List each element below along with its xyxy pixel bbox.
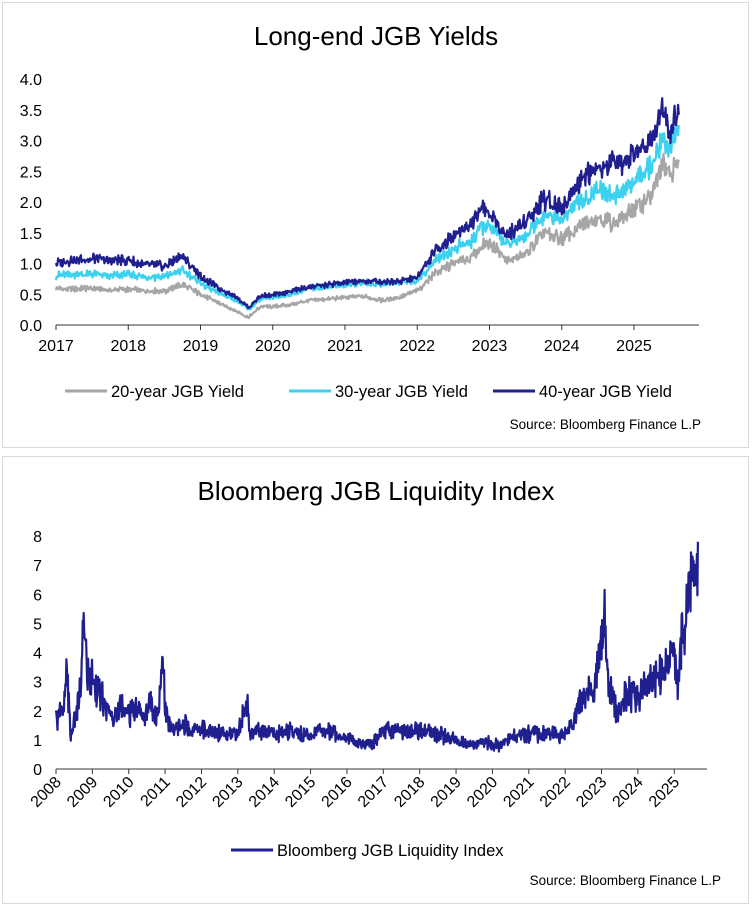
yields-source-note: Source: Bloomberg Finance L.P — [510, 417, 701, 432]
x-tick-label: 2019 — [428, 774, 465, 811]
liquidity-chart-panel: Bloomberg JGB Liquidity Index 0 1 2 3 4 5 6 7 8 2… — [2, 456, 749, 904]
x-tick-label: 2025 — [616, 338, 652, 355]
x-tick-label: 2023 — [472, 338, 508, 355]
yields-chart-title: Long-end JGB Yields — [254, 21, 498, 51]
legend-label-20-year-jgb-yield: 20-year JGB Yield — [111, 383, 244, 401]
legend-label-30-year-jgb-yield: 30-year JGB Yield — [335, 383, 468, 401]
y-tick-label: 3.0 — [20, 134, 42, 151]
x-tick-label: 2022 — [537, 774, 574, 811]
yields-chart: Long-end JGB Yields 0.0 0.5 1.0 1.5 2.0 2.5 3.… — [20, 21, 701, 432]
x-tick-label: 2016 — [319, 774, 356, 811]
x-tick-label: 2024 — [544, 338, 580, 355]
liquidity-series — [54, 541, 699, 753]
x-tick-label: 2019 — [183, 338, 219, 355]
x-tick-label: 2023 — [573, 774, 610, 811]
x-tick-label: 2020 — [255, 338, 291, 355]
y-tick-label: 4 — [33, 646, 42, 663]
x-tick-label: 2013 — [209, 774, 246, 811]
series-line-20-year-jgb-yield — [54, 152, 680, 320]
x-tick-label: 2021 — [500, 774, 537, 811]
y-tick-label: 6 — [33, 587, 42, 604]
yields-legend: 20-year JGB Yield 30-year JGB Yield 40-yea… — [65, 383, 672, 401]
x-tick-label: 2025 — [646, 774, 683, 811]
x-tick-label: 2018 — [391, 774, 428, 811]
series-line-bloomberg-jgb-liquidity-index — [54, 541, 699, 753]
y-tick-label: 4.0 — [20, 72, 42, 89]
x-tick-label: 2024 — [610, 774, 647, 811]
y-tick-label: 0.5 — [20, 287, 42, 304]
series-line-30-year-jgb-yield — [54, 124, 680, 311]
y-tick-label: 2.0 — [20, 195, 42, 212]
y-tick-label: 3 — [33, 675, 42, 692]
x-tick-label: 2011 — [138, 774, 174, 810]
series-line-40-year-jgb-yield — [54, 97, 680, 310]
yields-axes: 0.0 0.5 1.0 1.5 2.0 2.5 3.0 3.5 4.0 2017 2018 2019 2… — [20, 72, 699, 355]
legend-label-bloomberg-jgb-liquidity-index: Bloomberg JGB Liquidity Index — [277, 842, 504, 860]
x-tick-label: 2014 — [246, 774, 283, 811]
y-tick-label: 5 — [33, 616, 42, 633]
x-tick-label: 2021 — [327, 338, 363, 355]
y-tick-label: 7 — [33, 558, 42, 575]
yields-chart-panel: Long-end JGB Yields 0.0 0.5 1.0 1.5 2.0 2.5 3.… — [2, 2, 749, 448]
x-tick-label: 2015 — [282, 774, 319, 811]
x-tick-label: 2018 — [110, 338, 146, 355]
x-tick-label: 2017 — [38, 338, 74, 355]
yields-series — [54, 97, 680, 320]
x-tick-label: 2010 — [100, 774, 137, 811]
x-tick-label: 2022 — [399, 338, 435, 355]
x-tick-label: 2020 — [464, 774, 501, 811]
y-tick-label: 1.0 — [20, 257, 42, 274]
liquidity-chart: Bloomberg JGB Liquidity Index 0 1 2 3 4 5 6 7 8 2… — [28, 476, 721, 888]
y-tick-label: 1 — [33, 733, 42, 750]
y-tick-label: 8 — [33, 529, 42, 546]
y-tick-label: 0 — [33, 762, 42, 779]
y-tick-label: 3.5 — [20, 103, 42, 120]
y-tick-label: 2.5 — [20, 164, 42, 181]
x-tick-label: 2017 — [355, 774, 392, 811]
liquidity-chart-title: Bloomberg JGB Liquidity Index — [198, 476, 555, 506]
x-tick-label: 2012 — [173, 774, 210, 811]
x-tick-label: 2009 — [64, 774, 101, 811]
x-tick-label: 2008 — [28, 774, 65, 811]
liquidity-legend: Bloomberg JGB Liquidity Index — [231, 842, 504, 860]
y-tick-label: 1.5 — [20, 226, 42, 243]
legend-label-40-year-jgb-yield: 40-year JGB Yield — [539, 383, 672, 401]
y-tick-label: 2 — [33, 704, 42, 721]
y-tick-label: 0.0 — [20, 318, 42, 335]
liquidity-source-note: Source: Bloomberg Finance L.P — [530, 873, 721, 888]
